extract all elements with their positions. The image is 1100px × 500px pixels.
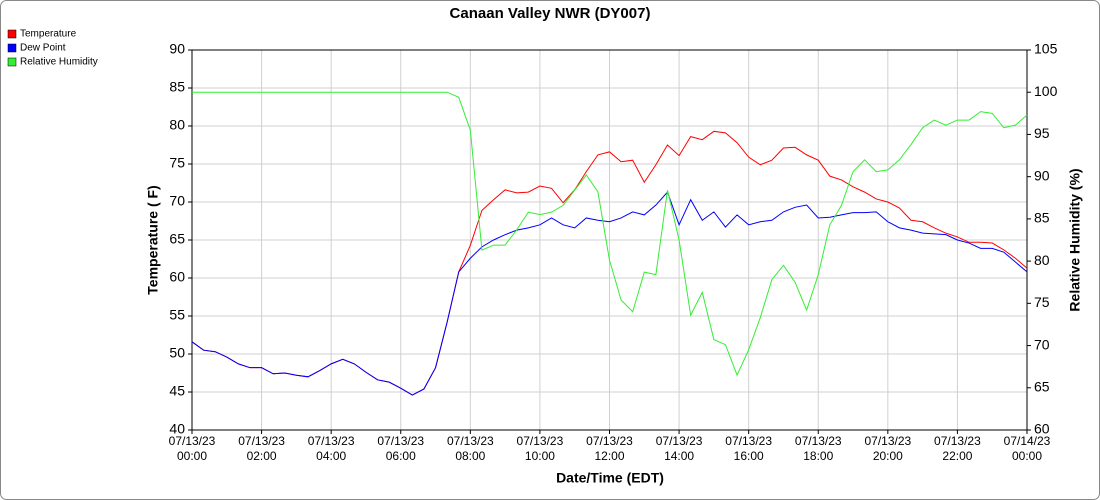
- legend-swatch: [7, 43, 17, 53]
- legend-swatch: [7, 57, 17, 67]
- y2-axis-label: Relative Humidity (%): [1067, 168, 1083, 311]
- legend: Temperature Dew Point Relative Humidity: [7, 29, 98, 68]
- x-tick-label: 07/13/23 18:00: [795, 434, 842, 463]
- x-tick-label: 07/13/23 00:00: [169, 434, 216, 463]
- y2-tick-label: 105: [1034, 41, 1058, 57]
- y2-tick-label: 75: [1034, 294, 1050, 310]
- y-tick-label: 45: [169, 383, 185, 399]
- series-line: [191, 191, 1028, 396]
- y2-tick-label: 65: [1034, 378, 1050, 394]
- x-tick-label: 07/13/23 04:00: [308, 434, 355, 463]
- x-axis-label: Date/Time (EDT): [556, 470, 664, 486]
- legend-label: Relative Humidity: [20, 57, 98, 68]
- series-line: [192, 91, 1028, 377]
- y2-tick-label: 90: [1034, 167, 1050, 183]
- y-tick-label: 65: [169, 231, 185, 247]
- y-tick-label: 70: [169, 193, 185, 209]
- y2-tick-label: 100: [1034, 83, 1058, 99]
- x-tick-label: 07/13/23 20:00: [864, 434, 911, 463]
- x-tick-label: 07/13/23 02:00: [238, 434, 285, 463]
- x-tick-label: 07/14/23 00:00: [1004, 434, 1051, 463]
- y-tick-label: 40: [169, 421, 185, 437]
- legend-label: Temperature: [20, 29, 77, 40]
- y2-tick-label: 80: [1034, 252, 1050, 268]
- x-tick-label: 07/13/23 06:00: [377, 434, 424, 463]
- y-tick-label: 80: [169, 117, 185, 133]
- plot-frame: [191, 49, 1028, 431]
- y-tick-label: 55: [169, 307, 185, 323]
- x-tick-label: 07/13/23 10:00: [517, 434, 564, 463]
- y-tick-label: 85: [169, 79, 185, 95]
- y-tick-label: 60: [169, 269, 185, 285]
- legend-label: Dew Point: [20, 43, 66, 54]
- y-axis-label: Temperature ( F): [145, 185, 161, 294]
- chart-title: Canaan Valley NWR (DY007): [450, 5, 651, 22]
- y-tick-label: 90: [169, 41, 185, 57]
- y-tick-label: 50: [169, 345, 185, 361]
- y2-tick-label: 70: [1034, 336, 1050, 352]
- y2-tick-label: 85: [1034, 210, 1050, 226]
- x-tick-label: 07/13/23 22:00: [934, 434, 981, 463]
- x-tick-label: 07/13/23 16:00: [725, 434, 772, 463]
- y2-tick-label: 95: [1034, 125, 1050, 141]
- x-tick-label: 07/13/23 08:00: [447, 434, 494, 463]
- x-tick-label: 07/13/23 12:00: [586, 434, 633, 463]
- x-tick-label: 07/13/23 14:00: [656, 434, 703, 463]
- y2-tick-label: 60: [1034, 421, 1050, 437]
- legend-swatch: [7, 29, 17, 39]
- y-tick-label: 75: [169, 155, 185, 171]
